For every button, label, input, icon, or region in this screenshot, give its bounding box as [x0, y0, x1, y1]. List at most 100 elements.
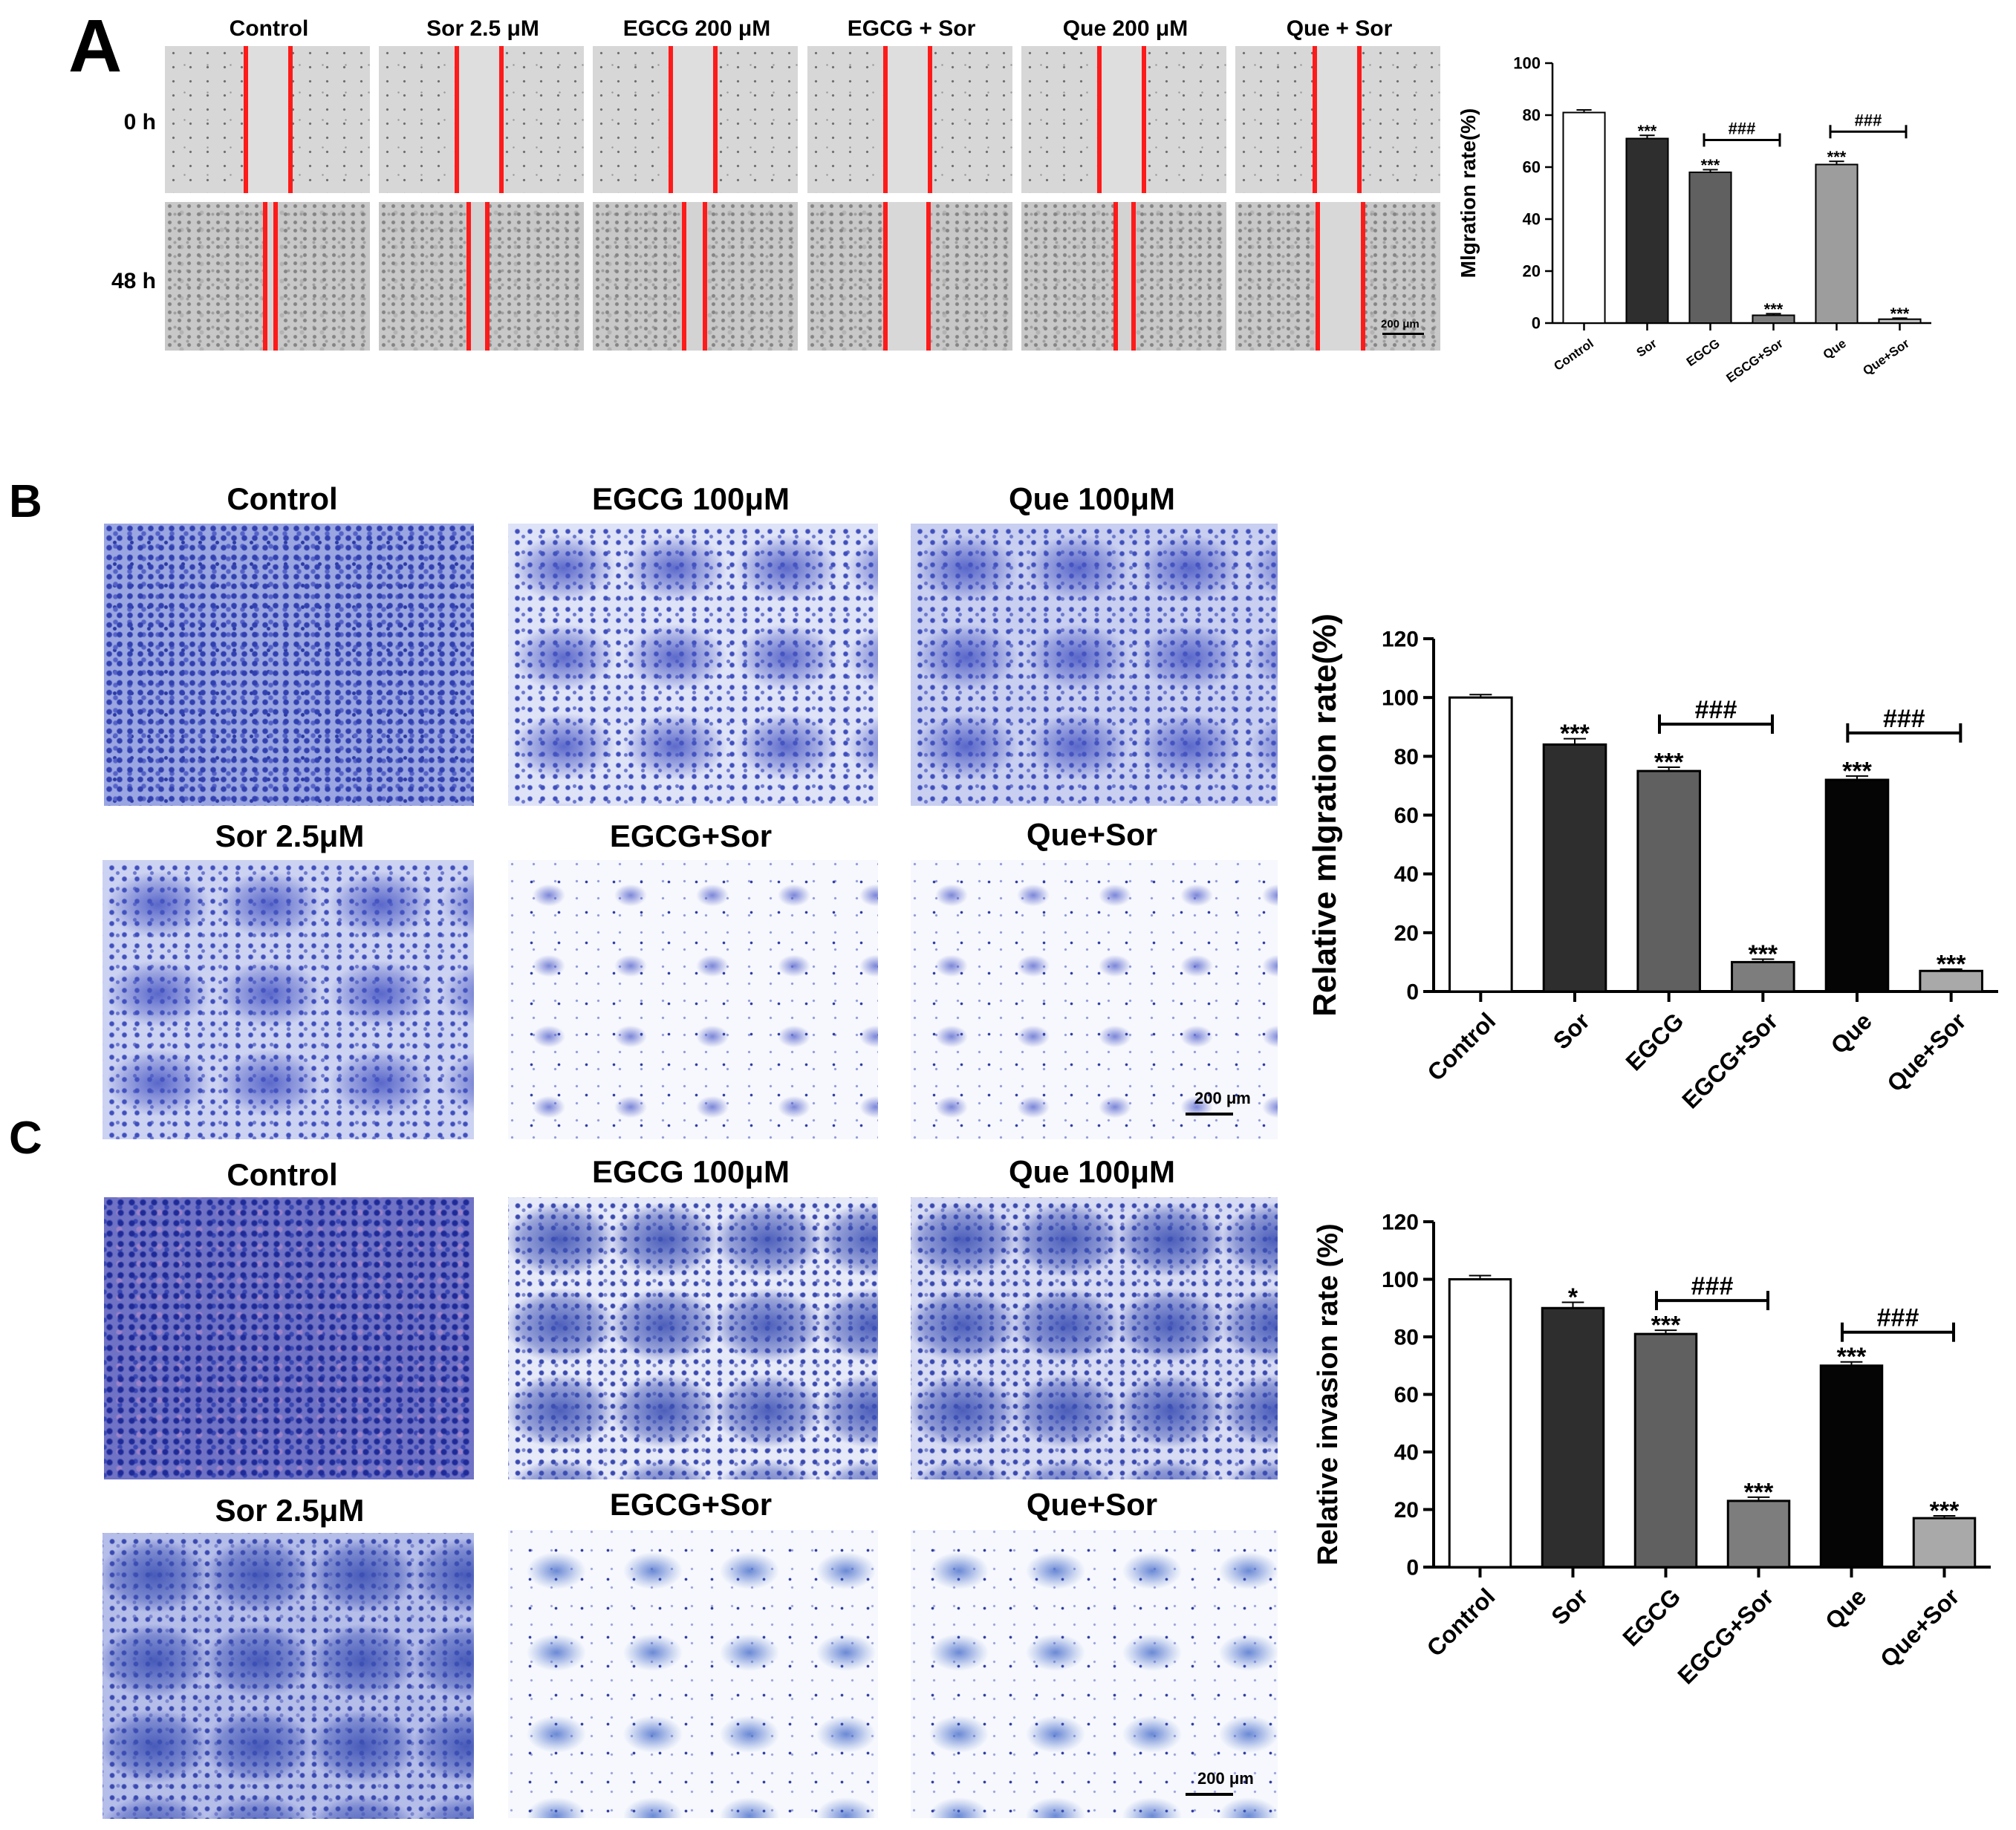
x-tick-label: Control — [1422, 1583, 1500, 1661]
panel-a-row-label: 48 h — [111, 269, 156, 293]
panel-c-title: Sor 2.5μM — [215, 1493, 365, 1528]
wound-image-que-0h — [1021, 46, 1226, 193]
chart-migration-rate-wound: 0 20 40 60 80 100 Mlgration rate(%) Control *** S… — [1457, 54, 1931, 385]
panel-label-b: B — [9, 476, 42, 527]
scale-bar — [1186, 1113, 1233, 1116]
bar — [1819, 1364, 1884, 1569]
x-tick-label: Que+Sor — [1860, 336, 1912, 379]
panel-a-col-title: Sor 2.5 μM — [426, 16, 539, 41]
wound-edge-line — [455, 46, 459, 193]
x-tick-label: Que+Sor — [1882, 1007, 1971, 1096]
y-tick-label: 80 — [1394, 1326, 1419, 1350]
y-tick-label: 40 — [1394, 862, 1419, 887]
wound-edge-line — [1357, 46, 1362, 193]
x-tick-label: EGCG — [1684, 336, 1723, 369]
bar — [1726, 1500, 1791, 1569]
panel-c-title: Que 100μM — [1008, 1154, 1176, 1189]
bar — [1636, 769, 1701, 993]
y-tick-label: 100 — [1382, 686, 1419, 711]
significance-marker: *** — [1748, 940, 1778, 968]
y-tick-label: 40 — [1394, 1441, 1419, 1465]
chart-relative-invasion-rate: 0 20 40 60 80 100 120 Relative invasion rate (%… — [1313, 1211, 1991, 1690]
wound-edge-line — [263, 202, 267, 351]
panel-c-title: EGCG 100μM — [591, 1154, 790, 1189]
panel-a-col-title: EGCG 200 μM — [622, 16, 771, 41]
panel-a-col-title: Que + Sor — [1286, 16, 1393, 41]
invasion-image-control — [104, 1197, 474, 1479]
scale-bar-label: 200 μm — [1194, 1089, 1251, 1107]
y-tick-label: 0 — [1406, 980, 1419, 1005]
panel-c-title: Control — [227, 1157, 338, 1192]
comparison-label: ### — [1883, 705, 1925, 733]
panel-b-title: Que+Sor — [1026, 817, 1158, 852]
wound-edge-line — [1097, 46, 1102, 193]
significance-marker: *** — [1701, 156, 1720, 175]
y-tick-label: 100 — [1513, 54, 1541, 73]
bar — [1824, 778, 1890, 993]
x-tick-label: Que — [1825, 1007, 1876, 1058]
significance-marker: *** — [1744, 1478, 1774, 1506]
wound-edge-line — [1131, 202, 1136, 351]
wound-edge-line — [703, 202, 707, 351]
wound-edge-line — [1316, 202, 1320, 351]
wound-edge-line — [485, 202, 490, 351]
significance-marker: *** — [1930, 1497, 1960, 1525]
panel-label-a: A — [68, 4, 123, 88]
migration-image-que-sor: 200 μm — [911, 860, 1278, 1139]
migration-image-control — [104, 524, 474, 806]
wound-edge-line — [883, 46, 888, 193]
bar — [1448, 1278, 1512, 1569]
migration-image-egcg-sor — [508, 860, 878, 1139]
significance-marker: *** — [1890, 305, 1910, 323]
invasion-image-egcg-sor — [508, 1530, 878, 1818]
y-tick-label: 0 — [1532, 314, 1541, 333]
panel-b-title: Sor 2.5μM — [215, 818, 365, 853]
y-tick-label: 80 — [1394, 745, 1419, 769]
migration-image-sor — [103, 860, 474, 1139]
bar — [1731, 960, 1795, 993]
wound-image-sor-48h — [379, 202, 584, 351]
wound-edge-line — [682, 202, 686, 351]
wound-edge-line — [928, 46, 932, 193]
wound-edge-line — [499, 46, 504, 193]
y-tick-label: 20 — [1523, 262, 1541, 281]
bar — [1562, 111, 1606, 324]
wound-edge-line — [1361, 202, 1365, 351]
wound-edge-line — [1313, 46, 1317, 193]
wound-image-que-sor-0h — [1235, 46, 1440, 193]
x-tick-label: Sor — [1634, 336, 1659, 359]
x-tick-label: Control — [1422, 1007, 1500, 1086]
bar — [1625, 137, 1669, 324]
comparison-label: ### — [1877, 1304, 1919, 1332]
panel-b-title: Que 100μM — [1008, 481, 1176, 516]
invasion-image-que — [911, 1197, 1278, 1479]
panel-c-title: Que+Sor — [1026, 1487, 1158, 1522]
bar — [1542, 743, 1607, 993]
x-tick-label: Sor — [1548, 1007, 1595, 1054]
y-axis-label: Relative mlgration rate(%) — [1307, 613, 1343, 1017]
x-tick-label: EGCG+Sor — [1677, 1007, 1783, 1113]
bar — [1541, 1306, 1605, 1569]
panel-a-col-title: Que 200 μM — [1062, 16, 1189, 41]
wound-edge-line — [288, 46, 293, 193]
wound-image-egcg-sor-48h — [807, 202, 1012, 351]
x-tick-label: EGCG+Sor — [1672, 1583, 1778, 1689]
comparison-label: ### — [1691, 1272, 1734, 1300]
scale-bar — [1186, 1793, 1233, 1796]
wound-image-que-48h — [1021, 202, 1226, 351]
panel-c-title: EGCG+Sor — [609, 1487, 773, 1522]
panel-a-row-label: 0 h — [123, 110, 156, 134]
y-tick-label: 120 — [1382, 628, 1419, 652]
significance-marker: *** — [1560, 720, 1590, 748]
wound-edge-line — [466, 202, 471, 351]
wound-edge-line — [713, 46, 718, 193]
x-tick-label: Control — [1551, 336, 1596, 374]
x-tick-label: EGCG — [1621, 1007, 1689, 1075]
wound-edge-line — [926, 202, 931, 351]
chart-relative-migration-rate: 0 20 40 60 80 100 120 Relative mlgration rate(%… — [1307, 613, 1998, 1114]
y-tick-label: 60 — [1523, 158, 1541, 177]
significance-marker: *** — [1638, 122, 1657, 140]
scale-bar-label: 200 μm — [1381, 318, 1420, 330]
invasion-image-que-sor: 200 μm — [911, 1530, 1278, 1818]
migration-image-egcg — [508, 524, 878, 806]
